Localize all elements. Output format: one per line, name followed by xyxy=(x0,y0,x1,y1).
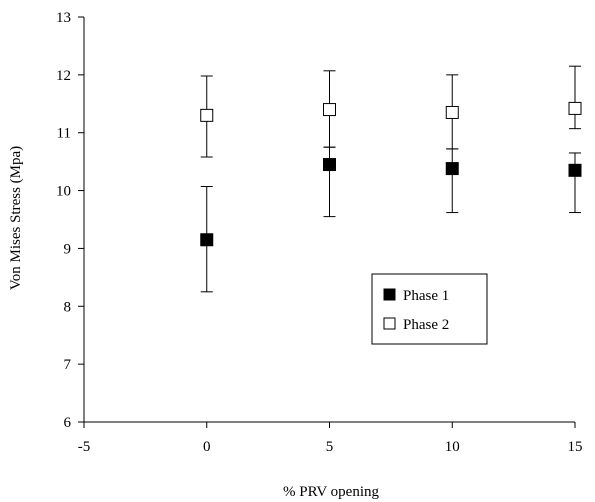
y-tick-label: 12 xyxy=(56,68,71,84)
x-axis-title: % PRV opening xyxy=(283,484,380,500)
x-tick-label: 0 xyxy=(203,439,211,455)
legend-marker-phase-2 xyxy=(383,317,396,330)
y-tick-label: 6 xyxy=(64,415,72,431)
phase-1-data-point xyxy=(200,233,214,247)
x-tick-label: 10 xyxy=(445,439,460,455)
phase-2-data-point xyxy=(323,103,336,117)
legend-label-phase-2: Phase 2 xyxy=(403,317,449,333)
y-tick-label: 9 xyxy=(64,241,72,257)
phase-1-data-point xyxy=(568,163,582,177)
phase-1-data-point xyxy=(445,162,459,176)
data-markers xyxy=(200,101,582,247)
legend-box xyxy=(371,273,488,345)
legend: Phase 1 Phase 2 xyxy=(371,273,488,345)
x-tick-label: -5 xyxy=(78,439,91,455)
y-axis-title: Von Mises Stress (Mpa) xyxy=(8,146,24,290)
legend-marker-phase-1 xyxy=(383,288,396,301)
y-tick-label: 11 xyxy=(57,126,71,142)
phase-2-data-point xyxy=(445,105,459,119)
y-tick-label: 8 xyxy=(64,299,72,315)
phase-2-data-point xyxy=(568,101,582,115)
x-tick-label: 15 xyxy=(568,439,583,455)
legend-label-phase-1: Phase 1 xyxy=(403,288,449,304)
error-bars xyxy=(200,65,581,293)
x-tick-label: 5 xyxy=(326,439,334,455)
phase-1-data-point xyxy=(323,158,336,172)
y-tick-label: 7 xyxy=(64,357,72,373)
y-tick-label: 13 xyxy=(56,10,71,26)
x-ticks: -5 0 5 10 15 xyxy=(78,422,583,455)
phase-2-data-point xyxy=(200,108,214,122)
y-ticks: 6 7 8 9 10 11 12 13 xyxy=(56,10,84,431)
y-tick-label: 10 xyxy=(56,184,71,200)
